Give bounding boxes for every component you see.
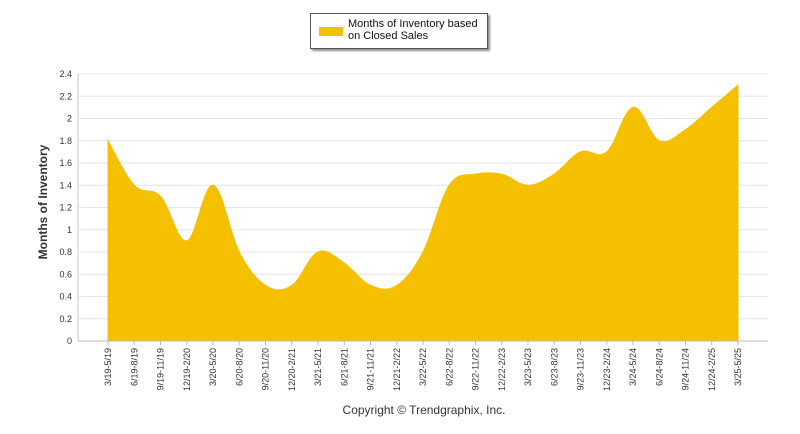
x-tick-label: 3/25-5/25 xyxy=(733,348,743,386)
x-tick-label: 12/22-2/23 xyxy=(497,348,507,391)
y-tick-label: 0 xyxy=(67,336,72,346)
y-tick-label: 0.6 xyxy=(59,269,72,279)
legend-label: Months of Inventory based on Closed Sale… xyxy=(348,18,478,42)
x-tick-label: 3/19-5/19 xyxy=(103,348,113,386)
x-axis-ticks: 3/19-5/19 6/19-8/19 9/19-11/19 12/19-2/20 3/… xyxy=(103,348,743,391)
y-tick-label: 1.4 xyxy=(59,180,72,190)
x-tick-label: 6/24-8/24 xyxy=(654,348,664,386)
x-tick-label: 12/23-2/24 xyxy=(602,348,612,391)
x-tick-label: 6/22-8/22 xyxy=(444,348,454,386)
x-tick-label: 3/21-5/21 xyxy=(313,348,323,386)
x-tick-label: 9/21-11/21 xyxy=(366,348,376,390)
x-tick-label: 3/22-5/22 xyxy=(418,348,428,386)
x-tick-label: 9/20-11/20 xyxy=(261,348,271,390)
y-tick-label: 0.4 xyxy=(59,292,72,302)
area-fill xyxy=(107,84,739,342)
y-tick-label: 0.2 xyxy=(59,314,72,324)
x-tick-label: 12/19-2/20 xyxy=(182,348,192,391)
y-axis-title: Months of Inventory xyxy=(36,144,50,260)
x-tick-label: 3/20-5/20 xyxy=(208,348,218,386)
area-series xyxy=(107,84,739,342)
x-tick-label: 12/21-2/22 xyxy=(392,348,402,391)
x-tick-label: 3/24-5/24 xyxy=(628,348,638,386)
legend-swatch xyxy=(319,27,343,36)
x-tick-label: 6/20-8/20 xyxy=(234,348,244,386)
x-tick-label: 9/22-11/22 xyxy=(471,348,481,390)
x-tick-label: 6/19-8/19 xyxy=(129,348,139,386)
x-tick-label: 3/23-5/23 xyxy=(523,348,533,386)
y-axis-ticks: 0 0.2 0.4 0.6 0.8 1 1.2 1.4 1.6 1.8 2 2.2 2.4 xyxy=(59,69,72,346)
x-tick-label: 9/23-11/23 xyxy=(576,348,586,390)
x-tick-label: 9/19-11/19 xyxy=(156,348,166,390)
axes xyxy=(77,74,768,345)
y-tick-label: 1.2 xyxy=(59,203,72,213)
x-tick-label: 6/21-8/21 xyxy=(339,348,349,386)
y-tick-label: 2.2 xyxy=(59,91,72,101)
y-tick-label: 1.8 xyxy=(59,136,72,146)
x-tick-label: 6/23-8/23 xyxy=(549,348,559,386)
x-tick-label: 12/20-2/21 xyxy=(287,348,297,391)
legend: Months of Inventory based on Closed Sale… xyxy=(310,13,488,49)
copyright-text: Copyright © Trendgraphix, Inc. xyxy=(342,403,506,417)
y-tick-label: 2 xyxy=(67,114,72,124)
x-tick-label: 9/24-11/24 xyxy=(681,348,691,390)
y-tick-label: 1 xyxy=(67,225,72,235)
y-tick-label: 2.4 xyxy=(59,69,72,79)
y-tick-label: 0.8 xyxy=(59,247,72,257)
x-tick-label: 12/24-2/25 xyxy=(707,348,717,391)
y-tick-label: 1.6 xyxy=(59,158,72,168)
